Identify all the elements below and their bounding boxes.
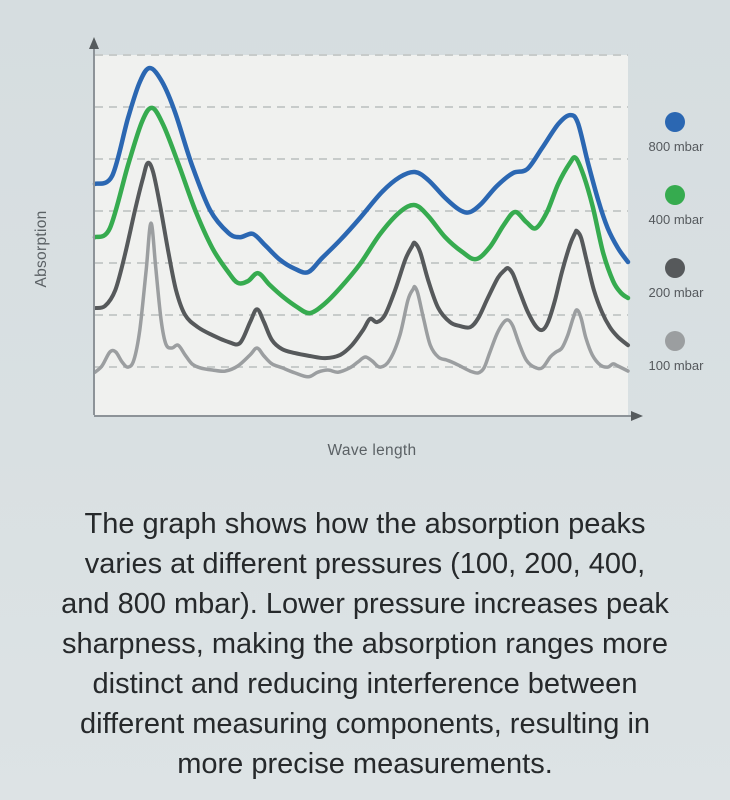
series-200-mbar	[93, 160, 630, 361]
series-100-mbar	[93, 221, 630, 379]
legend-label: 400 mbar	[649, 212, 705, 227]
caption-line: The graph shows how the absorption peaks	[84, 508, 646, 540]
legend-dot-800-mbar	[665, 112, 685, 132]
caption-line: distinct and reducing interference betwe…	[92, 668, 638, 700]
caption-line: sharpness, making the absorption ranges …	[61, 628, 669, 660]
y-axis-label: Absorption	[33, 210, 50, 287]
absorption-chart: Absorption Wave length 800 mbar 400 mbar 2…	[33, 37, 705, 459]
legend-label: 800 mbar	[649, 139, 705, 154]
legend-dot-200-mbar	[665, 258, 685, 278]
legend: 800 mbar 400 mbar 200 mbar 100 mbar	[649, 112, 705, 373]
x-axis-arrow-icon	[631, 411, 643, 421]
x-axis-label: Wave length	[328, 442, 417, 459]
legend-dot-100-mbar	[665, 331, 685, 351]
chart-section: Absorption Wave length 800 mbar 400 mbar 2…	[33, 37, 705, 459]
legend-dot-400-mbar	[665, 185, 685, 205]
curve-series	[92, 65, 631, 379]
caption-line: different measuring components, resultin…	[79, 708, 651, 740]
caption-line: and 800 mbar). Lower pressure increases …	[61, 588, 669, 620]
caption-line: varies at different pressures (100, 200,…	[84, 548, 646, 580]
caption: The graph shows how the absorption peaks…	[0, 480, 730, 784]
legend-label: 100 mbar	[649, 358, 705, 373]
caption-line: more precise measurements.	[177, 748, 553, 780]
series-400-mbar	[92, 105, 631, 316]
y-axis-arrow-icon	[89, 37, 99, 49]
legend-label: 200 mbar	[649, 285, 705, 300]
series-800-mbar	[92, 65, 631, 275]
